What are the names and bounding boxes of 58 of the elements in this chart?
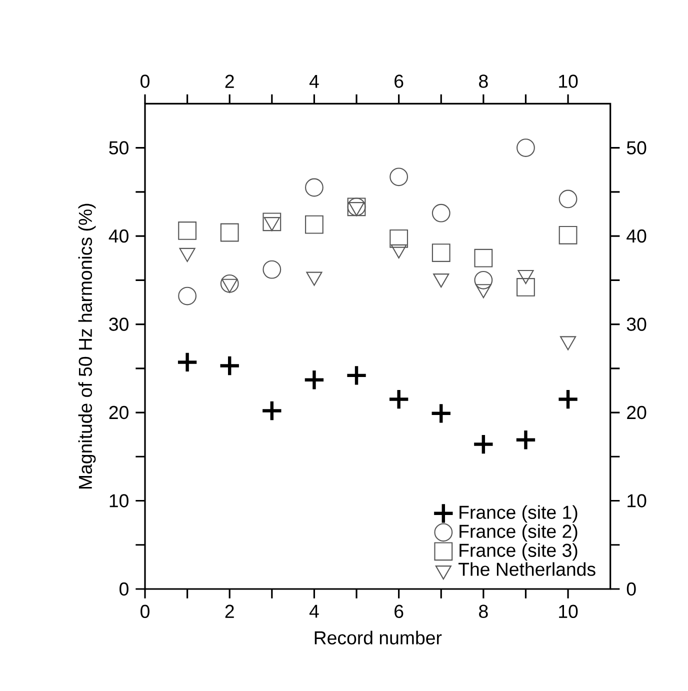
point — [390, 168, 408, 186]
y-tick-label: 0 — [120, 582, 128, 596]
y2-tick-label: 30 — [626, 318, 646, 331]
point — [220, 274, 239, 293]
point — [220, 223, 239, 242]
x2-tick-label: 8 — [479, 604, 488, 618]
point — [557, 388, 579, 410]
x-tick-label: 8 — [479, 74, 488, 88]
point — [388, 388, 410, 410]
point — [346, 364, 368, 386]
x2-tick-label: 4 — [309, 604, 319, 618]
point — [558, 226, 578, 244]
y-tick-label: 40 — [108, 229, 128, 243]
x2-tick-label: 0 — [140, 604, 150, 618]
point — [430, 402, 452, 424]
x-axis-title: Record number — [314, 630, 442, 644]
point — [472, 433, 494, 456]
point — [262, 212, 282, 232]
y2-tick-label: 20 — [627, 406, 646, 420]
point — [178, 286, 197, 306]
x2-tick-label: 2 — [225, 604, 234, 618]
point — [262, 260, 282, 279]
y-tick-label: 20 — [109, 406, 128, 420]
y2-tick-label: 10 — [628, 494, 646, 508]
y2-tick-label: 50 — [626, 141, 646, 154]
point — [260, 400, 283, 422]
point — [390, 229, 408, 248]
legend-label: The Netherlands — [458, 562, 596, 576]
point — [218, 354, 241, 377]
point — [516, 278, 535, 296]
x-tick-label: 0 — [140, 74, 150, 88]
legend-label: France (site 2) — [460, 524, 578, 542]
legend-label: France (site 3) — [460, 543, 578, 561]
point — [474, 248, 493, 268]
y2-tick-label: 0 — [626, 582, 636, 596]
y-tick-label: 50 — [109, 141, 128, 154]
x-tick-label: 4 — [309, 75, 319, 88]
y-tick-label: 10 — [110, 494, 128, 508]
point — [305, 215, 324, 234]
y-tick-label: 30 — [109, 318, 128, 331]
point — [303, 368, 326, 391]
point — [176, 351, 198, 374]
point — [516, 138, 535, 157]
y-axis-title: Magnitude of 50 Hz harmonics (%) — [78, 204, 96, 488]
point — [474, 270, 493, 290]
x-tick-label: 2 — [225, 74, 234, 88]
x-tick-label: 6 — [394, 74, 404, 88]
legend-label: France (site 1) — [460, 505, 578, 523]
point — [432, 204, 450, 222]
point — [178, 222, 197, 240]
y2-tick-label: 40 — [626, 229, 646, 243]
x2-tick-label: 6 — [394, 604, 404, 618]
x2-tick-label: 10 — [559, 604, 578, 618]
x-tick-label: 10 — [559, 74, 578, 88]
point — [514, 428, 537, 451]
point — [432, 244, 450, 262]
point — [558, 190, 578, 208]
point — [305, 178, 324, 197]
